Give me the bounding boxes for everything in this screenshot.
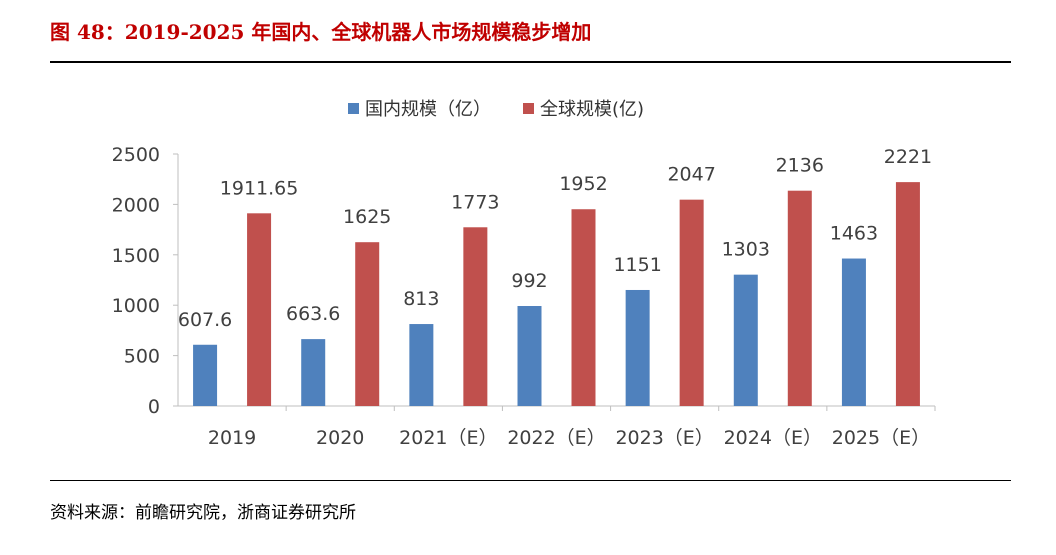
data-label-global: 2047	[667, 164, 715, 186]
data-label-global: 1952	[559, 173, 607, 195]
legend-swatch-global	[523, 102, 534, 114]
y-tick-label: 1000	[112, 295, 160, 317]
x-tick-label: 2020	[316, 427, 364, 449]
legend-label-global: 全球规模(亿)	[540, 99, 645, 120]
bar-domestic	[301, 339, 326, 406]
data-label-domestic: 607.6	[178, 309, 232, 331]
x-tick-label: 2025（E）	[832, 427, 930, 449]
x-tick-label: 2022（E）	[507, 427, 605, 449]
data-label-global: 2221	[884, 146, 932, 168]
data-label-global: 1625	[343, 206, 391, 228]
bar-global	[463, 227, 488, 406]
bar-global	[571, 209, 596, 406]
legend-swatch-domestic	[348, 102, 359, 114]
data-label-domestic: 992	[511, 270, 547, 292]
source-note: 资料来源：前瞻研究院，浙商证券研究所	[50, 503, 356, 523]
data-label-domestic: 1463	[830, 223, 878, 245]
bar-domestic	[409, 324, 434, 406]
figure-title: 图 48：2019-2025 年国内、全球机器人市场规模稳步增加	[50, 20, 592, 44]
data-label-global: 2136	[776, 155, 824, 177]
bar-global	[355, 242, 380, 406]
bar-domestic	[625, 289, 650, 406]
bar-global	[679, 199, 704, 406]
data-label-global: 1773	[451, 191, 499, 213]
chart-legend: 国内规模（亿） 全球规模(亿)	[348, 95, 676, 121]
bar-global	[895, 182, 920, 406]
data-label-domestic: 1303	[722, 239, 770, 261]
legend-item-domestic: 国内规模（亿）	[348, 95, 491, 121]
x-tick-label: 2023（E）	[615, 427, 713, 449]
source-rule	[50, 480, 1011, 481]
x-tick-label: 2021（E）	[399, 427, 497, 449]
data-label-domestic: 663.6	[286, 303, 340, 325]
bar-global	[247, 213, 272, 406]
bar-global	[787, 190, 812, 406]
bar-domestic	[517, 306, 542, 406]
bar-domestic	[841, 258, 866, 406]
x-tick-label: 2019	[208, 427, 256, 449]
legend-item-global: 全球规模(亿)	[523, 95, 644, 121]
y-tick-label: 2500	[112, 144, 160, 166]
y-tick-label: 2000	[112, 194, 160, 216]
data-label-domestic: 1151	[613, 254, 661, 276]
data-label-domestic: 813	[403, 288, 439, 310]
x-tick-label: 2024（E）	[724, 427, 822, 449]
bar-domestic	[193, 344, 218, 406]
bar-domestic	[733, 274, 758, 406]
data-label-global: 1911.65	[220, 177, 299, 199]
title-rule	[50, 61, 1011, 63]
legend-label-domestic: 国内规模（亿）	[365, 99, 491, 120]
y-tick-label: 500	[124, 346, 160, 368]
y-tick-label: 1500	[112, 245, 160, 267]
y-tick-label: 0	[148, 396, 160, 418]
